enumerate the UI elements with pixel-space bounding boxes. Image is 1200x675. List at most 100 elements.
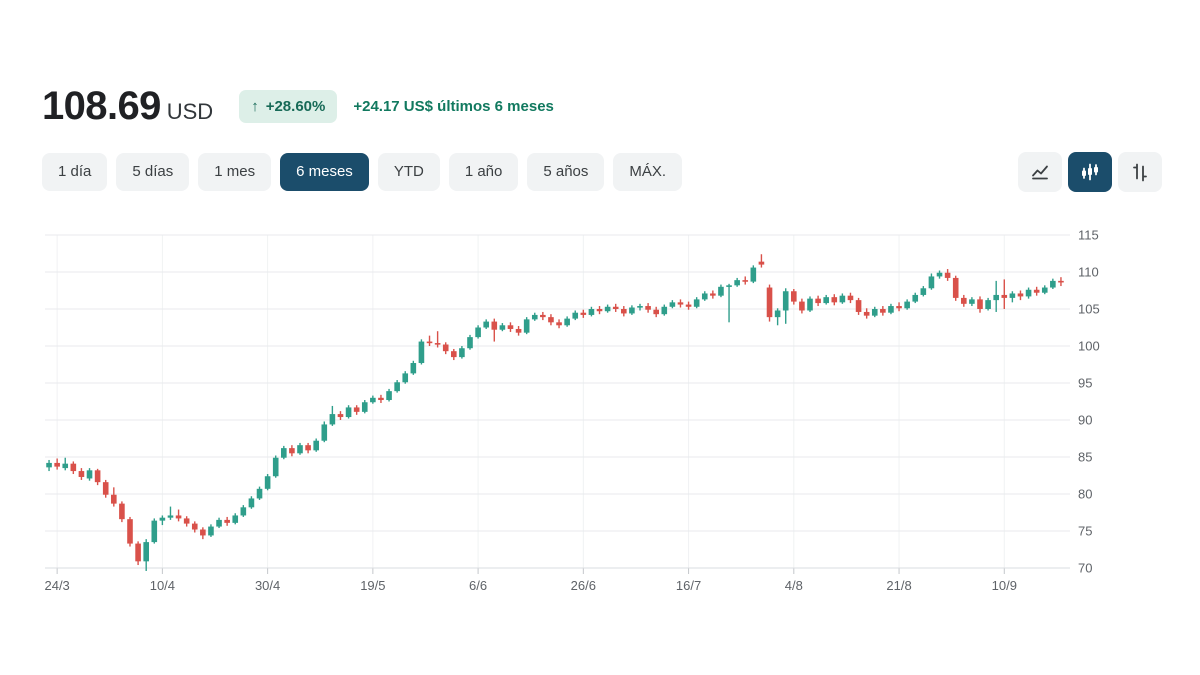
candle[interactable] [54,458,60,470]
candle[interactable] [952,275,959,301]
candle[interactable] [604,304,611,313]
candle[interactable] [564,316,570,327]
candle[interactable] [920,286,927,297]
candle[interactable] [289,445,295,457]
candle[interactable] [167,506,174,520]
candle[interactable] [426,335,433,346]
candle[interactable] [135,541,141,566]
candle[interactable] [661,304,668,316]
candle[interactable] [272,455,279,478]
range-tab-1-dia[interactable]: 1 día [42,153,108,191]
candle[interactable] [159,515,166,526]
candle[interactable] [896,302,902,312]
candle[interactable] [831,294,838,306]
candle[interactable] [880,306,886,316]
candle[interactable] [248,496,255,509]
candle[interactable] [871,306,878,318]
candle[interactable] [175,509,182,522]
candle[interactable] [281,445,287,460]
candle[interactable] [386,388,392,402]
candle[interactable] [621,306,627,317]
candle[interactable] [224,516,230,526]
candle[interactable] [459,346,465,359]
candle[interactable] [936,270,943,279]
candle[interactable] [410,360,417,375]
candle[interactable] [370,395,376,404]
candle[interactable] [361,400,368,414]
candle[interactable] [200,527,206,540]
candle[interactable] [256,486,263,500]
candle[interactable] [523,317,530,335]
candle[interactable] [70,461,77,475]
candle[interactable] [815,295,821,307]
ohlc-chart-button[interactable] [1118,152,1162,192]
candle[interactable] [345,405,352,419]
range-tab-1-mes[interactable]: 1 mes [198,153,272,191]
candle[interactable] [993,280,999,312]
candle[interactable] [143,539,149,571]
candle[interactable] [434,331,441,348]
candle[interactable] [863,308,870,319]
candle[interactable] [507,322,514,332]
candle[interactable] [442,342,449,355]
candle[interactable] [1033,286,1040,296]
candle[interactable] [726,283,732,323]
candle[interactable] [402,371,409,384]
candle[interactable] [232,513,239,525]
candle[interactable] [904,299,910,310]
candle[interactable] [475,325,481,339]
line-chart-button[interactable] [1018,152,1062,192]
range-tab-1-ano[interactable]: 1 año [448,153,519,191]
candle[interactable] [151,518,158,544]
candle[interactable] [1041,285,1048,295]
candle[interactable] [191,521,198,533]
candle[interactable] [912,292,919,304]
candle[interactable] [977,296,983,313]
candle[interactable] [418,339,425,365]
candle[interactable] [305,442,311,454]
candle[interactable] [799,298,805,314]
candlestick-chart[interactable]: 24/3 10/4 30/4 19/5 6/6 26/6 16/7 4/8 21/8 10/9 70… [0,212,1200,612]
candle[interactable] [119,501,125,523]
candle[interactable] [515,326,522,336]
candle[interactable] [969,297,975,307]
candle[interactable] [928,273,935,290]
range-tab-max[interactable]: MÁX. [613,153,683,191]
candle[interactable] [353,405,360,415]
candle[interactable] [1050,278,1056,290]
candlestick-chart-button[interactable] [1068,152,1112,192]
candle[interactable] [807,296,813,312]
candle[interactable] [685,301,692,310]
candle[interactable] [612,303,619,312]
candle[interactable] [1001,279,1008,309]
candle[interactable] [580,309,587,318]
candle[interactable] [451,348,457,361]
candle[interactable] [94,468,101,486]
candle[interactable] [329,405,336,426]
candle[interactable] [1025,287,1032,299]
candle[interactable] [1009,291,1016,303]
candle[interactable] [596,306,603,315]
candle[interactable] [944,269,951,281]
candle[interactable] [774,308,781,326]
candle[interactable] [782,288,789,324]
candle[interactable] [669,300,676,309]
candle[interactable] [540,311,546,321]
candle[interactable] [710,290,716,299]
candle[interactable] [572,310,579,321]
candle[interactable] [467,334,473,350]
candle[interactable] [556,319,562,329]
candle[interactable] [588,306,595,317]
range-tab-5-dias[interactable]: 5 días [116,153,190,191]
candle[interactable] [701,291,708,301]
candle[interactable] [127,516,133,547]
candle[interactable] [208,524,214,537]
candle[interactable] [718,284,724,298]
candle[interactable] [766,284,773,322]
candle[interactable] [791,289,797,305]
candle[interactable] [742,276,749,285]
candle[interactable] [491,318,498,342]
candle[interactable] [297,442,303,455]
candle[interactable] [264,474,271,491]
candle[interactable] [758,254,765,268]
